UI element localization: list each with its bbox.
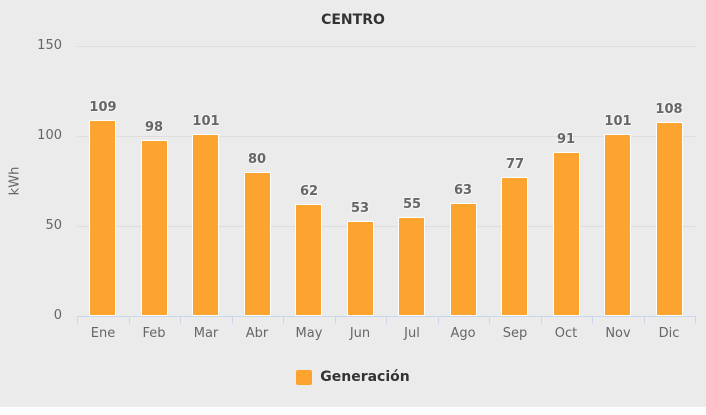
x-axis-tick	[283, 317, 284, 324]
legend-item-generacion[interactable]: Generación	[0, 369, 706, 385]
bar-nov[interactable]	[604, 134, 631, 316]
x-axis-tick	[180, 317, 181, 324]
bar-value-label: 77	[505, 157, 525, 172]
bar-dic[interactable]	[656, 122, 683, 316]
y-axis-tick-label: 100	[37, 128, 62, 143]
gridline	[77, 136, 695, 137]
chart-title: CENTRO	[321, 12, 385, 28]
x-axis-tick	[129, 317, 130, 324]
gridline	[77, 46, 695, 47]
bar-value-label: 62	[299, 184, 319, 199]
x-axis-tick-label: Jul	[404, 326, 420, 341]
bar-value-label: 91	[556, 132, 576, 147]
x-axis-tick	[644, 317, 645, 324]
x-axis-tick-label: Ene	[90, 326, 116, 341]
y-axis-tick-label: 50	[45, 218, 62, 233]
legend-swatch-icon	[296, 369, 313, 385]
x-axis-tick-label: Feb	[142, 326, 166, 341]
bar-jul[interactable]	[398, 217, 425, 316]
bar-feb[interactable]	[141, 140, 168, 316]
bar-value-label: 108	[655, 102, 683, 117]
x-axis-tick	[386, 317, 387, 324]
bar-value-label: 53	[350, 201, 370, 216]
bar-value-label: 80	[247, 152, 267, 167]
bar-ene[interactable]	[89, 120, 116, 316]
x-axis-tick-label: Dic	[658, 326, 680, 341]
bar-value-label: 55	[402, 197, 422, 212]
bar-ago[interactable]	[450, 203, 477, 316]
x-axis-tick	[592, 317, 593, 324]
bar-value-label: 101	[604, 114, 632, 129]
bar-oct[interactable]	[553, 152, 580, 316]
x-axis-tick-label: Sep	[502, 326, 528, 341]
x-axis-tick	[335, 317, 336, 324]
bar-jun[interactable]	[347, 221, 374, 316]
x-axis-tick-label: Oct	[554, 326, 578, 341]
y-axis-tick-label: 150	[37, 38, 62, 53]
bar-value-label: 98	[144, 120, 164, 135]
x-axis-tick-label: Abr	[245, 326, 269, 341]
x-axis-tick-label: May	[295, 326, 323, 341]
x-axis-tick-label: Nov	[605, 326, 631, 341]
x-axis-tick	[541, 317, 542, 324]
bar-abr[interactable]	[244, 172, 271, 316]
legend-label: Generación	[320, 369, 410, 385]
bar-sep[interactable]	[501, 177, 528, 316]
x-axis-tick-label: Mar	[193, 326, 219, 341]
x-axis-tick	[489, 317, 490, 324]
x-axis-tick-label: Ago	[450, 326, 476, 341]
x-axis-tick	[695, 317, 696, 324]
bar-may[interactable]	[295, 204, 322, 316]
bar-value-label: 101	[192, 114, 220, 129]
y-axis-title: kWh	[7, 166, 23, 196]
bar-value-label: 63	[453, 183, 473, 198]
bar-mar[interactable]	[192, 134, 219, 316]
gridline	[77, 226, 695, 227]
x-axis-tick	[232, 317, 233, 324]
x-axis-tick	[438, 317, 439, 324]
y-axis-tick-label: 0	[53, 308, 62, 323]
x-axis-tick-label: Jun	[349, 326, 371, 341]
x-axis-line	[77, 316, 696, 317]
x-axis-tick	[77, 317, 78, 324]
bar-value-label: 109	[89, 100, 117, 115]
